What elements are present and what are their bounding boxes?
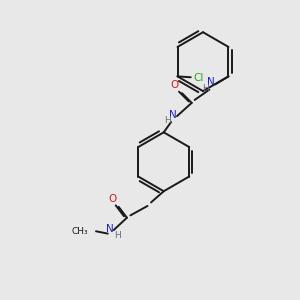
- Text: O: O: [108, 194, 116, 204]
- Text: CH₃: CH₃: [71, 227, 88, 236]
- Text: H: H: [114, 232, 121, 241]
- Text: N: N: [106, 224, 114, 235]
- Text: N: N: [169, 110, 176, 120]
- Text: H: H: [164, 116, 171, 125]
- Text: Cl: Cl: [194, 73, 204, 83]
- Text: H: H: [202, 84, 209, 93]
- Text: O: O: [170, 80, 178, 90]
- Text: N: N: [207, 77, 215, 87]
